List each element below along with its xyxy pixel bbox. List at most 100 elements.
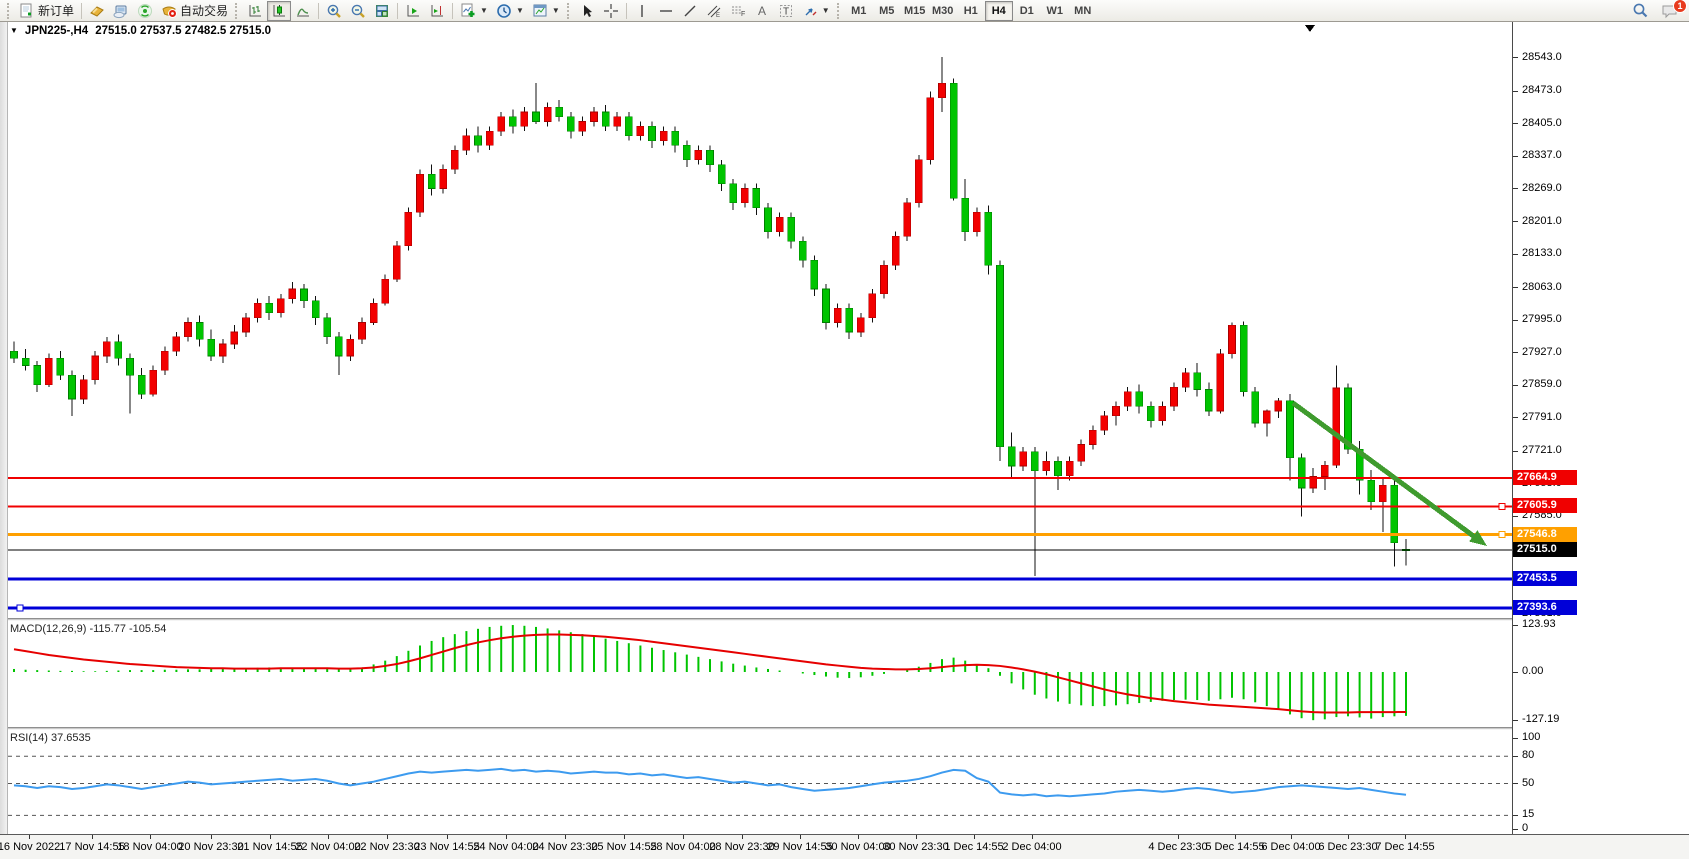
- candlestick-chart[interactable]: [0, 22, 1512, 618]
- time-tick-label: 25 Nov 14:55: [591, 841, 657, 853]
- axis-tick: [1513, 624, 1518, 626]
- axis-tick: [1513, 515, 1518, 517]
- horizontal-line-button[interactable]: [654, 1, 678, 21]
- arrows-button[interactable]: ▼: [798, 1, 834, 21]
- timeframe-m15-button[interactable]: M15: [901, 1, 929, 21]
- chart-panes: ▼ JPN225-,H4 27515.0 27537.5 27482.5 275…: [0, 22, 1512, 834]
- rsi-chart[interactable]: [0, 730, 1512, 834]
- timeframe-h4-button[interactable]: H4: [984, 0, 1013, 21]
- axis-tick: [1513, 384, 1518, 386]
- text-button[interactable]: A: [750, 1, 774, 21]
- timeframe-mn-button[interactable]: MN: [1069, 1, 1097, 21]
- journal-button[interactable]: [85, 1, 109, 21]
- autotrading-button[interactable]: 自动交易: [157, 1, 232, 21]
- indicators-icon: [461, 3, 475, 17]
- signal-button[interactable]: [133, 1, 157, 21]
- auto-scroll-button[interactable]: [401, 1, 425, 21]
- time-tick-label: 22 Nov 04:00: [295, 841, 361, 853]
- time-tick-label: 21 Nov 14:55: [237, 841, 303, 853]
- chart-shift-button[interactable]: [425, 1, 449, 21]
- trendline-button[interactable]: [678, 1, 702, 21]
- axis-tick: [1513, 123, 1518, 125]
- symbol-label: JPN225-,H4: [24, 25, 89, 37]
- time-tick: [387, 835, 388, 839]
- time-tick: [92, 835, 93, 839]
- macd-label: MACD(12,26,9) -115.77 -105.54: [10, 623, 167, 635]
- timeframe-m1-button[interactable]: M1: [845, 1, 873, 21]
- cursor-button[interactable]: [575, 1, 599, 21]
- channel-button[interactable]: E: [702, 1, 726, 21]
- separator: [452, 2, 454, 19]
- timeframe-h1-button[interactable]: H1: [957, 1, 985, 21]
- chart-shift-icon: [431, 4, 444, 16]
- time-tick-label: 6 Dec 04:00: [1261, 841, 1321, 853]
- templates-button[interactable]: ▼: [528, 1, 564, 21]
- main-chart-pane[interactable]: ▼ JPN225-,H4 27515.0 27537.5 27482.5 275…: [0, 22, 1512, 618]
- text-label-button[interactable]: T: [774, 1, 798, 21]
- time-tick: [1235, 835, 1236, 839]
- time-tick-label: 28 Nov 23:30: [709, 841, 775, 853]
- autotrading-icon: [162, 6, 178, 18]
- price-tick-label: 28543.0: [1522, 50, 1562, 63]
- axis-tick: [1513, 737, 1518, 739]
- pane-splitter[interactable]: [0, 727, 1512, 730]
- toolbar-grip: [7, 2, 12, 19]
- bar-chart-button[interactable]: [243, 1, 267, 21]
- axis-tick: [1513, 450, 1518, 452]
- toolbar-right: 1: [1628, 0, 1687, 21]
- terminal-button[interactable]: [109, 1, 133, 21]
- price-axis[interactable]: 28543.0 28473.0 28405.0 28337.0 28269.0 28201…: [1512, 22, 1689, 834]
- time-tick: [916, 835, 917, 839]
- tile-windows-button[interactable]: [370, 1, 394, 21]
- line-chart-icon: [297, 7, 310, 16]
- down-arrow-annotation: [1291, 400, 1487, 546]
- vertical-line-button[interactable]: [630, 1, 654, 21]
- templates-icon: [533, 4, 547, 16]
- price-tick-label: 15: [1522, 808, 1535, 821]
- timeframe-m30-button[interactable]: M30: [929, 1, 957, 21]
- price-line-label: 27546.8: [1513, 526, 1577, 542]
- svg-text:F: F: [741, 11, 745, 18]
- fibonacci-icon: F: [731, 6, 745, 18]
- timeframe-m5-button[interactable]: M5: [873, 1, 901, 21]
- axis-tick: [1513, 253, 1518, 255]
- axis-tick: [1513, 90, 1518, 92]
- one-click-trading-arrow[interactable]: ▼: [10, 26, 18, 35]
- crosshair-button[interactable]: [599, 1, 623, 21]
- price-tick-label: 123.93: [1522, 618, 1556, 631]
- macd-chart[interactable]: [0, 621, 1512, 727]
- price-tick-label: 28133.0: [1522, 247, 1562, 260]
- time-axis[interactable]: 16 Nov 2022 17 Nov 14:55 18 Nov 04:00 20 No…: [0, 834, 1689, 859]
- crosshair-icon: [603, 3, 618, 18]
- time-tick-label: 29 Nov 14:55: [767, 841, 833, 853]
- line-chart-button[interactable]: [291, 1, 315, 21]
- zoom-in-button[interactable]: [322, 1, 346, 21]
- axis-tick: [1513, 828, 1518, 830]
- new-order-button[interactable]: 新订单: [15, 1, 78, 21]
- time-tick-label: 30 Nov 04:00: [825, 841, 891, 853]
- time-tick: [270, 835, 271, 839]
- price-tick-label: 27791.0: [1522, 410, 1562, 423]
- separator: [397, 2, 399, 19]
- chat-button[interactable]: 1: [1657, 0, 1687, 21]
- axis-tick: [1513, 671, 1518, 673]
- macd-pane[interactable]: MACD(12,26,9) -115.77 -105.54: [0, 621, 1512, 727]
- zoom-out-button[interactable]: [346, 1, 370, 21]
- time-tick: [683, 835, 684, 839]
- tile-windows-icon: [376, 4, 389, 17]
- timeframe-w1-button[interactable]: W1: [1041, 1, 1069, 21]
- vertical-line-icon: [641, 4, 643, 17]
- price-tick-label: 28337.0: [1522, 149, 1562, 162]
- periods-button[interactable]: ▼: [492, 1, 528, 21]
- price-line-label: 27393.6: [1513, 599, 1577, 615]
- timeframe-d1-button[interactable]: D1: [1013, 1, 1041, 21]
- candlestick-chart-button[interactable]: [267, 0, 292, 21]
- fibonacci-button[interactable]: F: [726, 1, 750, 21]
- indicators-button[interactable]: ▼: [456, 1, 492, 21]
- time-tick: [624, 835, 625, 839]
- search-button[interactable]: [1628, 1, 1653, 21]
- time-tick: [150, 835, 151, 839]
- time-tick: [1291, 835, 1292, 839]
- pane-splitter[interactable]: [0, 618, 1512, 621]
- rsi-pane[interactable]: RSI(14) 37.6535: [0, 730, 1512, 834]
